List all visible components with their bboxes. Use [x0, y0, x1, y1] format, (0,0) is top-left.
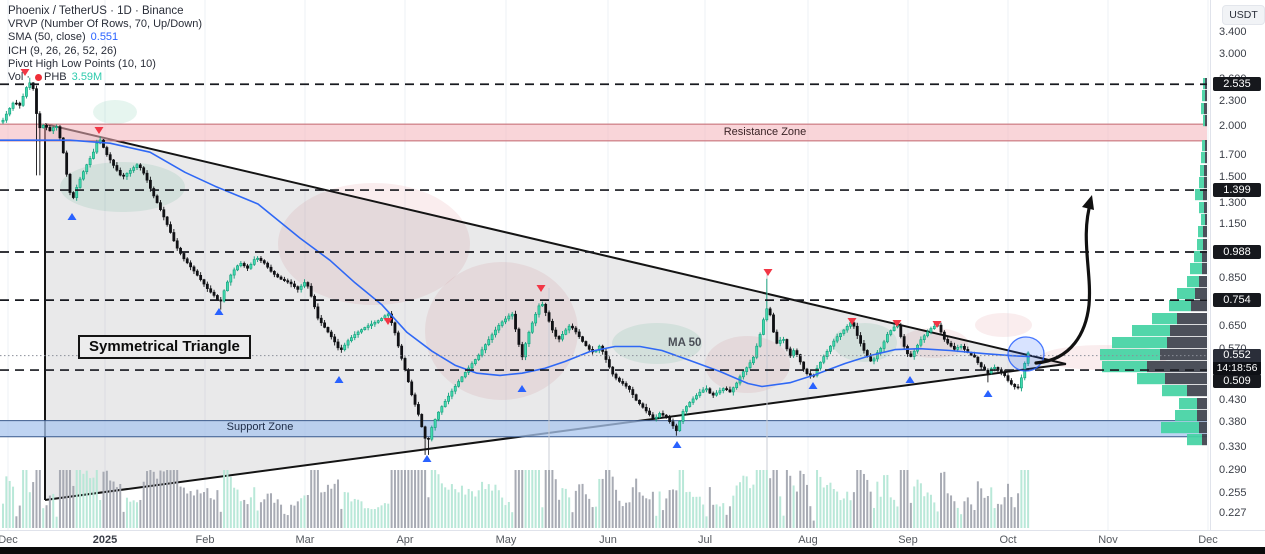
month-label: Nov — [1098, 534, 1118, 546]
triangle-pattern — [44, 123, 1067, 501]
indicator-vrvp[interactable]: VRVP (Number Of Rows, 70, Up/Down) — [8, 18, 202, 31]
bar-close-countdown: 14:18:56 — [1213, 361, 1261, 375]
price-level-badge: 0.988 — [1213, 245, 1261, 259]
resistance-zone — [0, 123, 1207, 142]
volume-profile — [1100, 78, 1207, 446]
ma50-annotation: MA 50 — [668, 337, 702, 349]
price-level-badge: 0.509 — [1213, 374, 1261, 389]
alert-dot-icon — [35, 74, 43, 82]
price-tick: 0.255 — [1219, 486, 1247, 499]
month-label: May — [495, 534, 517, 546]
month-label: Dec — [1198, 534, 1218, 546]
time-axis[interactable]: Dec 2025 Feb Mar Apr May Jun Jul Aug Sep Oct Nov Dec — [0, 530, 1265, 549]
month-label: 2025 — [92, 534, 118, 546]
indicator-legend: Phoenix / TetherUS · 1D · Binance VRVP (… — [8, 5, 202, 84]
bottom-black-strip — [0, 547, 1265, 554]
price-tick: 0.290 — [1219, 463, 1247, 476]
price-tick: 1.150 — [1219, 218, 1247, 231]
volume-bars — [2, 470, 1030, 528]
candles — [1, 77, 1030, 455]
month-label: Oct — [999, 534, 1017, 546]
current-price-value: 0.552 — [1213, 348, 1261, 362]
price-tick: 3.000 — [1219, 47, 1247, 60]
indicator-pivot-points[interactable]: Pivot High Low Points (10, 10) — [8, 57, 156, 70]
support-zone — [0, 420, 1207, 438]
price-tick: 0.850 — [1219, 272, 1247, 285]
month-label: Mar — [295, 534, 315, 546]
price-tick: 0.330 — [1219, 440, 1247, 453]
month-label: Jun — [599, 534, 617, 546]
price-level-badge: 0.754 — [1213, 293, 1261, 308]
month-label: Sep — [898, 534, 918, 546]
price-tick: 3.400 — [1219, 25, 1247, 38]
price-tick: 2.300 — [1219, 95, 1247, 108]
month-label: Jul — [697, 534, 713, 546]
price-tick: 2.000 — [1219, 119, 1247, 132]
pattern-annotation[interactable]: Symmetrical Triangle — [78, 335, 251, 359]
price-level-badge: 1.399 — [1213, 183, 1261, 198]
month-label: Apr — [396, 534, 414, 546]
price-tick: 1.700 — [1219, 148, 1247, 161]
price-tick: 0.430 — [1219, 393, 1247, 406]
support-zone-label[interactable]: Support Zone — [226, 421, 294, 433]
price-axis[interactable]: 3.4003.0002.6002.3002.0001.7001.5001.300… — [1210, 0, 1265, 530]
symbol-title[interactable]: Phoenix / TetherUS · 1D · Binance — [8, 5, 184, 17]
current-price-badge: 0.552 14:18:56 — [1213, 348, 1261, 375]
vol-value: 3.59M — [71, 71, 103, 84]
indicator-volume[interactable]: Vol · PHB 3.59M — [8, 71, 202, 84]
indicator-sma[interactable]: SMA (50, close) 0.551 — [8, 31, 202, 44]
price-level-badge: 2.535 — [1213, 77, 1261, 92]
month-label: Dec — [0, 534, 18, 546]
month-label: Feb — [195, 534, 215, 546]
ma50-line — [0, 139, 1031, 388]
sma-label: SMA (50, close) — [8, 31, 86, 44]
vol-label: Vol · — [8, 71, 31, 84]
month-gridlines — [7, 0, 1209, 530]
price-tick: 1.300 — [1219, 196, 1247, 209]
price-tick: 0.650 — [1219, 320, 1247, 333]
vol-symbol: PHB — [44, 71, 67, 84]
currency-toggle-button[interactable]: USDT — [1222, 5, 1265, 25]
projection-arrow — [1034, 195, 1094, 365]
resistance-zone-label[interactable]: Resistance Zone — [723, 126, 807, 138]
price-tick: 1.500 — [1219, 171, 1247, 184]
breakout-highlight — [1007, 336, 1045, 372]
price-tick: 0.227 — [1219, 507, 1247, 520]
pivot-markers — [20, 69, 993, 462]
indicator-ichimoku[interactable]: ICH (9, 26, 26, 52, 26) — [8, 44, 117, 57]
month-label: Aug — [798, 534, 818, 546]
price-tick: 0.380 — [1219, 415, 1247, 428]
sma-value: 0.551 — [90, 31, 119, 44]
